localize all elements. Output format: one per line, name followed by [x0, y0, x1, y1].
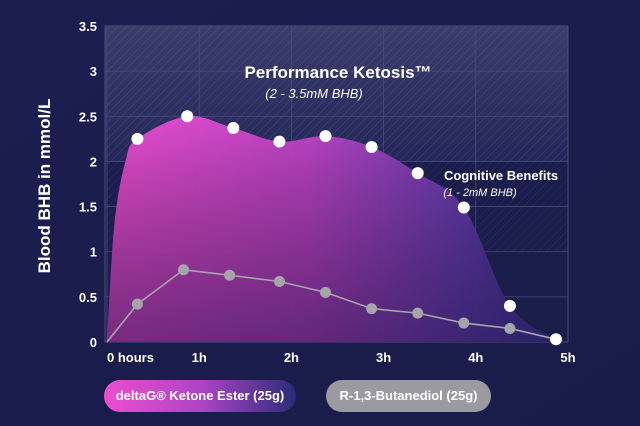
ketone-ester-point-9 — [550, 333, 563, 346]
butanediol-point-0 — [131, 298, 143, 310]
y-axis-label: Blood BHB in mmol/L — [35, 99, 54, 274]
x-tick-label-2: 2h — [284, 350, 299, 365]
butanediol-point-8 — [504, 322, 516, 334]
annotation-subtitle: (1 - 2mM BHB) — [443, 187, 517, 199]
ketone-ester-point-2 — [227, 122, 240, 135]
x-tick-labels: 0 hours 1h 2h 3h 4h 5h — [107, 350, 576, 365]
ketone-ester-point-3 — [273, 135, 286, 148]
ketone-ester-point-4 — [319, 130, 332, 143]
butanediol-point-4 — [320, 286, 332, 298]
y-tick-label-5: 2.5 — [79, 109, 97, 124]
butanediol-point-5 — [366, 303, 378, 315]
chart-subtitle: (2 - 3.5mM BHB) — [265, 86, 363, 101]
y-tick-label-4: 2 — [90, 154, 97, 169]
x-tick-label-3: 3h — [376, 350, 391, 365]
y-tick-label-0: 0 — [90, 335, 97, 350]
ketone-ester-point-8 — [503, 299, 516, 312]
y-tick-label-3: 1.5 — [79, 200, 97, 215]
data-points — [131, 110, 563, 346]
ketone-ester-point-7 — [457, 201, 470, 214]
legend-item-butanediol: R-1,3-Butanediol (25g) — [326, 380, 491, 412]
ketone-ester-point-6 — [411, 167, 424, 180]
y-tick-labels: 0 0.5 1 1.5 2 2.5 3 3.5 — [79, 19, 97, 350]
ketone-ester-point-5 — [365, 140, 378, 153]
y-tick-label-7: 3.5 — [79, 19, 97, 34]
x-tick-label-4: 4h — [468, 350, 483, 365]
annotation-title: Cognitive Benefits — [444, 168, 558, 183]
y-tick-label-6: 3 — [90, 64, 97, 79]
x-tick-label-1: 1h — [192, 350, 207, 365]
butanediol-point-1 — [178, 264, 190, 276]
y-tick-label-2: 1 — [90, 245, 97, 260]
butanediol-point-6 — [412, 307, 424, 319]
legend-item-ketone-ester: deltaG® Ketone Ester (25g) — [104, 380, 296, 412]
ketone-ester-point-0 — [131, 132, 144, 145]
x-tick-label-5: 5h — [560, 350, 575, 365]
butanediol-point-2 — [224, 269, 236, 281]
ketone-ester-area-shade — [107, 116, 557, 342]
chart-title: Performance Ketosis™ — [244, 63, 431, 82]
series-area — [107, 116, 557, 342]
butanediol-point-3 — [273, 276, 285, 288]
y-tick-label-1: 0.5 — [79, 290, 97, 305]
butanediol-point-7 — [458, 317, 470, 329]
x-tick-label-0: 0 hours — [107, 350, 154, 365]
ketone-ester-point-1 — [181, 110, 194, 123]
